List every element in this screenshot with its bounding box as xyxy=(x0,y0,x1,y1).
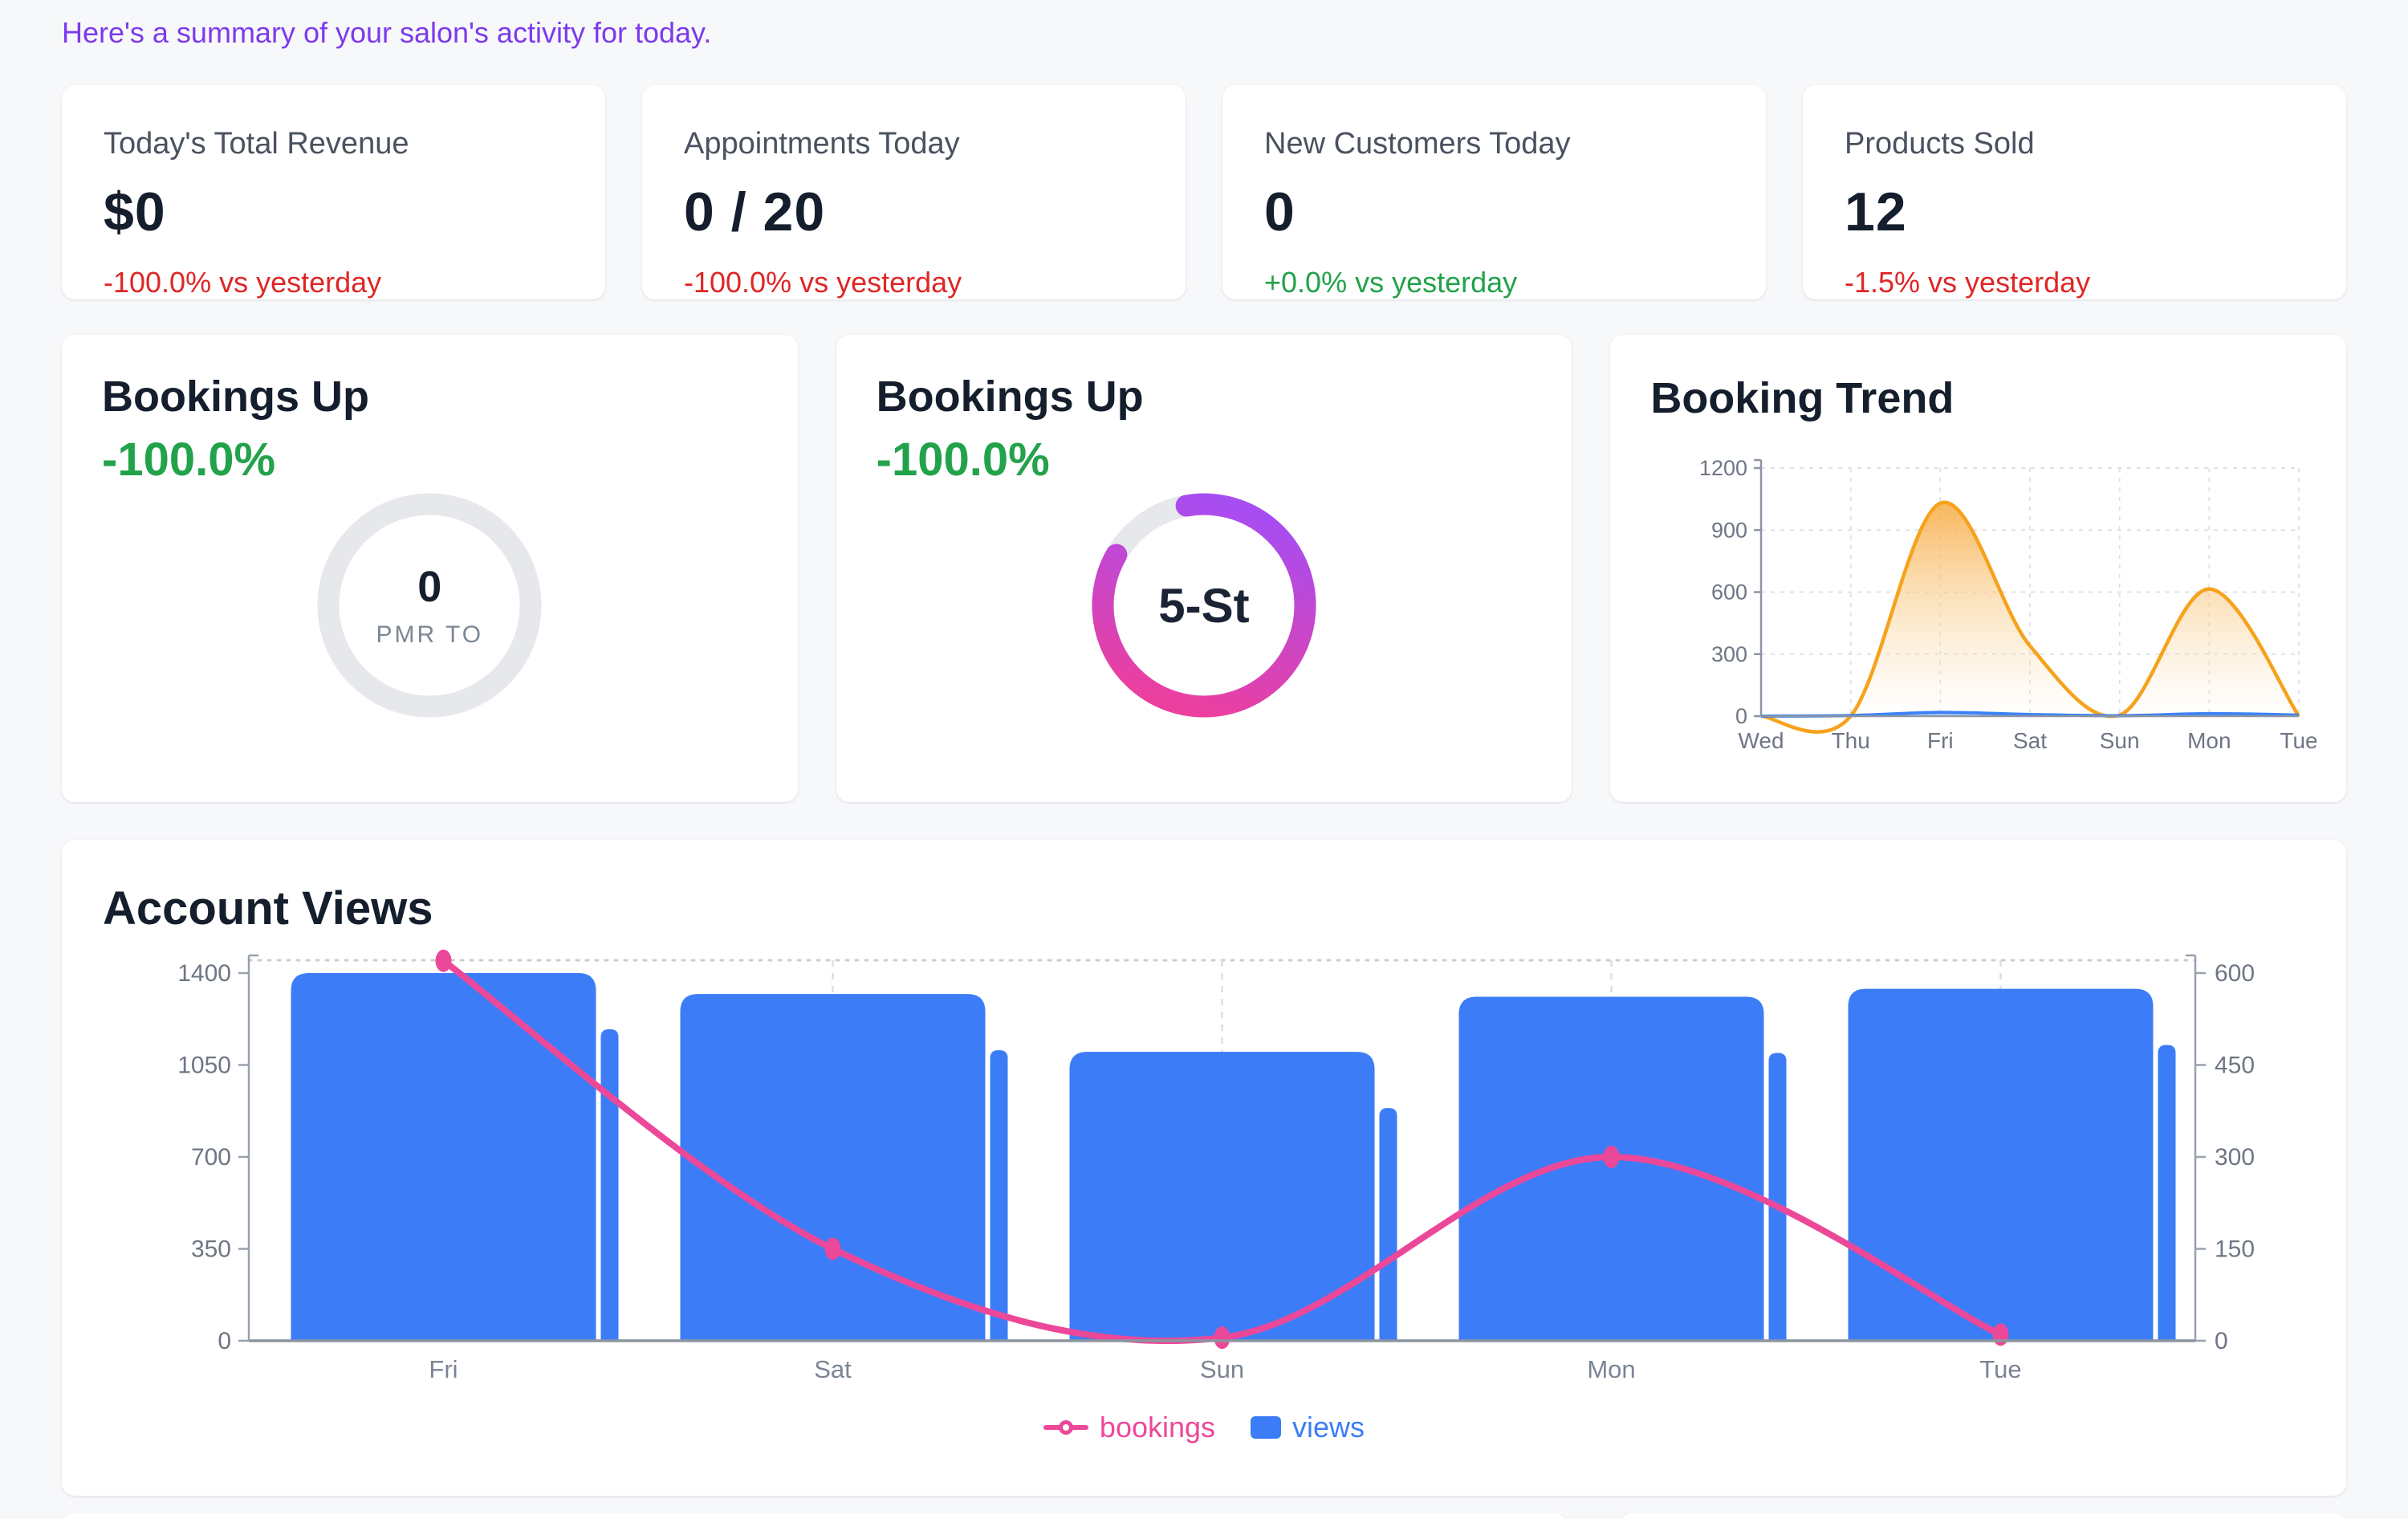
donut-ring-svg xyxy=(1092,493,1316,718)
next-section-card-right xyxy=(1621,1513,2346,1519)
gauge-ring-svg xyxy=(317,493,542,718)
card-subtitle: -100.0% xyxy=(102,434,276,486)
chart-legend: bookings views xyxy=(62,1403,2346,1452)
svg-text:Mon: Mon xyxy=(2187,728,2231,753)
booking-trend-chart: 0 300 600 900 1200 Wed Thu Fri Sat Sun Mon Tue xyxy=(1699,456,2318,753)
svg-text:900: 900 xyxy=(1711,518,1747,542)
chart-title: Account Views xyxy=(103,882,433,935)
svg-text:Tue: Tue xyxy=(1979,1355,2021,1383)
account-views-card: Account Views 0 350 700 1050 1400 0 150 300 450 6… xyxy=(62,840,2346,1496)
page-summary-text: Here's a summary of your salon's activit… xyxy=(62,16,712,49)
svg-text:Fri: Fri xyxy=(429,1355,458,1383)
donut-center-text: 5-St xyxy=(1088,489,1320,722)
legend-item-views[interactable]: views xyxy=(1251,1411,1365,1444)
stat-value: 12 xyxy=(1845,181,1907,242)
stat-label: Appointments Today xyxy=(684,127,960,161)
rating-donut-gauge: 5-St xyxy=(1088,489,1320,722)
svg-text:1050: 1050 xyxy=(177,1053,231,1079)
stat-delta: -100.0% vs yesterday xyxy=(684,266,962,299)
svg-text:1200: 1200 xyxy=(1699,456,1747,480)
stat-value: 0 / 20 xyxy=(684,181,826,242)
line-series-icon xyxy=(1043,1417,1088,1438)
svg-text:1400: 1400 xyxy=(177,960,231,987)
svg-text:Sun: Sun xyxy=(2100,728,2140,753)
svg-text:600: 600 xyxy=(2215,960,2255,987)
svg-text:600: 600 xyxy=(1711,580,1747,605)
svg-text:0: 0 xyxy=(1735,704,1747,728)
card-subtitle: -100.0% xyxy=(876,434,1050,486)
stat-card-revenue: Today's Total Revenue $0 -100.0% vs yest… xyxy=(62,85,605,299)
legend-item-bookings[interactable]: bookings xyxy=(1043,1411,1215,1444)
svg-text:0: 0 xyxy=(2215,1328,2228,1354)
svg-text:150: 150 xyxy=(2215,1236,2255,1263)
svg-text:Sat: Sat xyxy=(2013,728,2047,753)
bar-series-icon xyxy=(1251,1416,1282,1439)
svg-text:300: 300 xyxy=(2215,1144,2255,1171)
account-views-chart: 0 350 700 1050 1400 0 150 300 450 600 Fri Sat Sun Mon… xyxy=(177,949,2255,1383)
svg-text:Tue: Tue xyxy=(2280,728,2318,753)
next-section-card-left xyxy=(62,1513,1566,1519)
middle-cards-row: Bookings Up -100.0% 0 PMR TO Bookings Up… xyxy=(62,335,2346,802)
svg-text:Thu: Thu xyxy=(1832,728,1870,753)
chart-title: Booking Trend xyxy=(1650,374,1954,422)
gauge-value: 0 xyxy=(417,563,442,611)
gauge-center-text: 0 PMR TO xyxy=(313,489,546,722)
bookings-donut-card: Bookings Up -100.0% 5-St xyxy=(836,335,1572,802)
card-title: Bookings Up xyxy=(876,373,1144,421)
stat-label: Products Sold xyxy=(1845,127,2035,161)
legend-label: bookings xyxy=(1099,1411,1216,1444)
svg-text:300: 300 xyxy=(1711,642,1747,666)
stat-cards-row: Today's Total Revenue $0 -100.0% vs yest… xyxy=(62,85,2346,299)
svg-text:Sat: Sat xyxy=(814,1355,852,1383)
booking-trend-card: Booking Trend 0 300 600 900 1200 Wed Thu Fri Sat… xyxy=(1610,335,2346,802)
svg-text:Fri: Fri xyxy=(1927,728,1954,753)
stat-value: $0 xyxy=(104,181,166,242)
legend-label: views xyxy=(1292,1411,1365,1444)
donut-value: 5-St xyxy=(1158,578,1250,633)
svg-text:Wed: Wed xyxy=(1739,728,1784,753)
stat-card-new-customers: New Customers Today 0 +0.0% vs yesterday xyxy=(1222,85,1766,299)
svg-text:450: 450 xyxy=(2215,1053,2255,1079)
svg-text:Sun: Sun xyxy=(1200,1355,1244,1383)
svg-text:Mon: Mon xyxy=(1587,1355,1635,1383)
stat-label: New Customers Today xyxy=(1264,127,1571,161)
stat-delta: -100.0% vs yesterday xyxy=(104,266,382,299)
stat-delta: +0.0% vs yesterday xyxy=(1264,266,1518,299)
svg-text:700: 700 xyxy=(191,1144,231,1171)
bookings-gauge-card: Bookings Up -100.0% 0 PMR TO xyxy=(62,335,798,802)
svg-text:0: 0 xyxy=(218,1328,231,1354)
stat-value: 0 xyxy=(1264,181,1296,242)
stat-card-appointments: Appointments Today 0 / 20 -100.0% vs yes… xyxy=(642,85,1186,299)
gauge-label: PMR TO xyxy=(376,621,484,648)
svg-text:350: 350 xyxy=(191,1236,231,1263)
stat-delta: -1.5% vs yesterday xyxy=(1845,266,2091,299)
progress-ring-gauge: 0 PMR TO xyxy=(313,489,546,722)
stat-card-products-sold: Products Sold 12 -1.5% vs yesterday xyxy=(1803,85,2346,299)
stat-label: Today's Total Revenue xyxy=(104,127,409,161)
card-title: Bookings Up xyxy=(102,373,369,421)
